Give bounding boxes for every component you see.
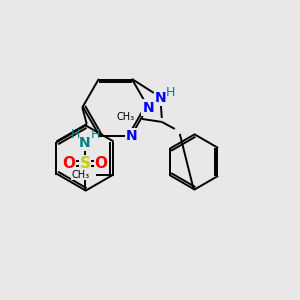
Text: S: S	[80, 155, 91, 170]
Text: O: O	[94, 155, 107, 170]
Text: N: N	[142, 100, 154, 115]
Text: CH₃: CH₃	[71, 169, 90, 179]
Text: H: H	[90, 128, 100, 142]
Text: H: H	[166, 86, 176, 99]
Text: O: O	[62, 155, 76, 170]
Text: N: N	[155, 91, 166, 105]
Text: N: N	[126, 129, 138, 143]
Text: N: N	[79, 136, 91, 150]
Text: H: H	[70, 128, 80, 142]
Text: CH₃: CH₃	[117, 112, 135, 122]
